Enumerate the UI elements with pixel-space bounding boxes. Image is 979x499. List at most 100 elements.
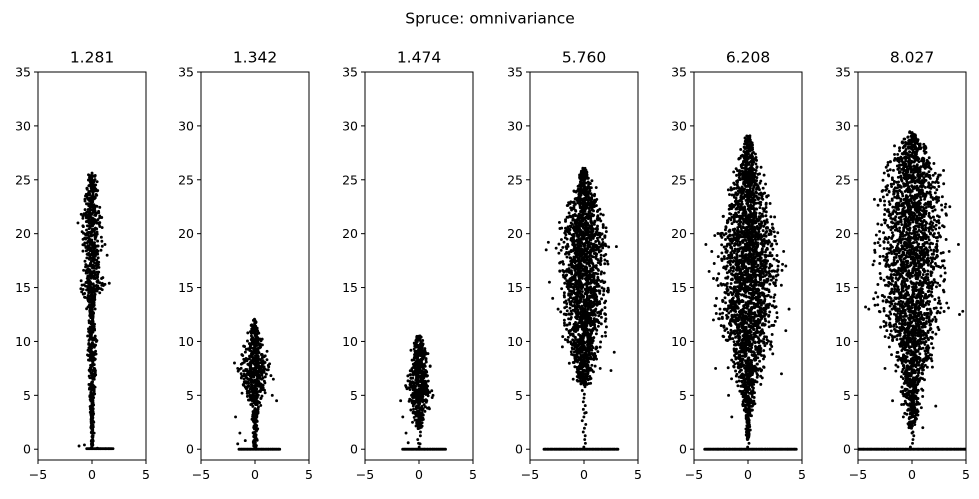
scatter-point: [418, 426, 421, 429]
scatter-point: [587, 308, 590, 311]
scatter-point: [418, 408, 421, 411]
scatter-point: [774, 320, 777, 323]
scatter-point: [88, 386, 91, 389]
scatter-point: [413, 363, 416, 366]
scatter-point: [590, 219, 593, 222]
scatter-point: [576, 379, 579, 382]
scatter-point: [245, 369, 248, 372]
scatter-point: [561, 345, 564, 348]
scatter-point: [582, 408, 585, 411]
scatter-point: [90, 257, 93, 260]
scatter-point: [266, 350, 269, 353]
scatter-point: [563, 319, 566, 322]
scatter-point: [562, 263, 565, 266]
scatter-point: [405, 432, 408, 435]
scatter-point: [596, 215, 599, 218]
scatter-point: [606, 260, 609, 263]
scatter-point: [104, 283, 107, 286]
scatter-point: [566, 256, 569, 259]
scatter-point: [593, 193, 596, 196]
scatter-point: [91, 423, 94, 426]
scatter-point: [419, 370, 422, 373]
scatter-point: [600, 316, 603, 319]
scatter-point: [92, 246, 95, 249]
scatter-point: [427, 406, 430, 409]
scatter-point: [95, 205, 98, 208]
scatter-point: [419, 442, 422, 445]
scatter-point: [95, 353, 98, 356]
scatter-point: [79, 287, 82, 290]
scatter-point: [598, 208, 601, 211]
scatter-point: [595, 358, 598, 361]
scatter-point: [582, 184, 585, 187]
scatter-point: [253, 435, 256, 438]
scatter-point: [100, 240, 103, 243]
scatter-point: [243, 372, 246, 375]
scatter-point: [587, 236, 590, 239]
scatter-point: [604, 300, 607, 303]
scatter-point: [415, 407, 418, 410]
scatter-point: [590, 186, 593, 189]
scatter-point: [416, 415, 419, 418]
scatter-point: [576, 293, 579, 296]
scatter-point: [89, 391, 92, 394]
scatter-point: [91, 318, 94, 321]
scatter-point: [563, 282, 566, 285]
scatter-point: [97, 287, 100, 290]
scatter-point: [581, 216, 584, 219]
scatter-point: [574, 252, 577, 255]
scatter-point: [575, 300, 578, 303]
scatter-point: [582, 446, 585, 449]
scatter-point: [263, 381, 266, 384]
scatter-point: [582, 361, 585, 364]
scatter-point: [604, 331, 607, 334]
scatter-point: [90, 185, 93, 188]
scatter-point: [94, 373, 97, 376]
scatter-point: [248, 355, 251, 358]
scatter-point: [566, 324, 569, 327]
scatter-point: [98, 206, 101, 209]
scatter-point: [567, 204, 570, 207]
scatter-point: [573, 354, 576, 357]
scatter-point: [89, 356, 92, 359]
scatter-point: [256, 336, 259, 339]
scatter-point: [584, 192, 587, 195]
scatter-point: [412, 408, 415, 411]
scatter-point: [248, 343, 251, 346]
scatter-point: [569, 257, 572, 260]
scatter-point: [581, 290, 584, 293]
scatter-point: [249, 395, 252, 398]
scatter-point: [248, 370, 251, 373]
scatter-point: [587, 360, 590, 363]
scatter-point: [94, 219, 97, 222]
scatter-point: [771, 226, 774, 229]
scatter-point: [564, 218, 567, 221]
scatter-point: [88, 177, 91, 180]
x-tick-label: −5: [356, 467, 374, 482]
scatter-point: [583, 393, 586, 396]
scatter-point: [589, 234, 592, 237]
scatter-point: [567, 336, 570, 339]
scatter-point: [594, 240, 597, 243]
scatter-point: [94, 308, 97, 311]
scatter-point: [586, 319, 589, 322]
scatter-point: [101, 245, 104, 248]
scatter-point: [592, 245, 595, 248]
scatter-point: [88, 354, 91, 357]
scatter-point: [77, 221, 80, 224]
point-cloud: [543, 167, 620, 451]
scatter-point: [570, 280, 573, 283]
scatter-point: [256, 351, 259, 354]
scatter-point: [261, 338, 264, 341]
scatter-point: [583, 189, 586, 192]
scatter-point: [594, 293, 597, 296]
scatter-point: [90, 220, 93, 223]
y-tick-label: 30: [15, 118, 31, 133]
scatter-point: [586, 247, 589, 250]
scatter-point: [578, 339, 581, 342]
scatter-point: [86, 232, 89, 235]
scatter-point: [416, 420, 419, 423]
